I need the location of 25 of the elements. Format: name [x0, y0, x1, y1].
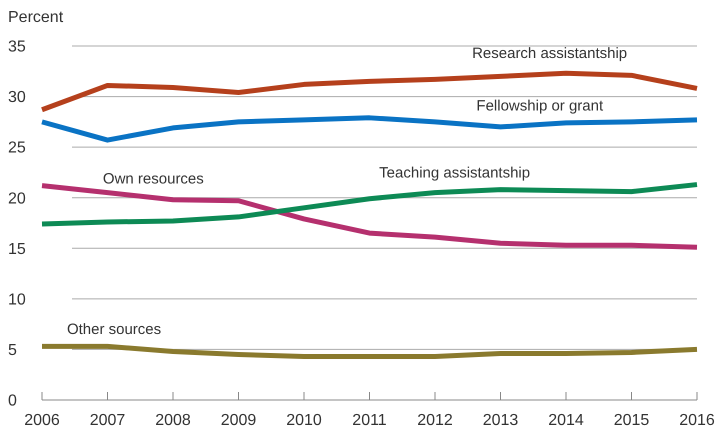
y-tick-label: 10	[8, 291, 26, 308]
x-tick-label: 2008	[155, 412, 191, 429]
y-axis-title: Percent	[8, 9, 64, 26]
series-label: Own resources	[102, 170, 204, 188]
x-tick-label: 2013	[482, 412, 518, 429]
y-tick-label: 15	[8, 240, 26, 258]
y-tick-label: 30	[8, 89, 26, 106]
x-tick-label: 2016	[679, 412, 715, 429]
x-tick-label: 2015	[614, 412, 650, 429]
y-tick-label: 35	[8, 38, 26, 56]
series-label: Fellowship or grant	[476, 97, 604, 114]
y-tick-label: 25	[8, 140, 26, 157]
y-tick-label: 5	[8, 342, 17, 360]
y-tick-label: 20	[8, 190, 26, 208]
series-label: Teaching assistantship	[379, 164, 530, 182]
x-tick-label: 2006	[24, 412, 60, 429]
x-tick-label: 2011	[352, 412, 387, 429]
x-tick-label: 2010	[286, 412, 322, 429]
x-tick-label: 2009	[220, 412, 256, 429]
series-label: Other sources	[66, 320, 162, 338]
series-label: Research assistantship	[472, 45, 628, 62]
x-tick-label: 2007	[90, 412, 126, 429]
y-tick-label: 0	[8, 392, 17, 410]
x-tick-label: 2014	[548, 412, 584, 429]
x-tick-label: 2012	[417, 412, 453, 429]
